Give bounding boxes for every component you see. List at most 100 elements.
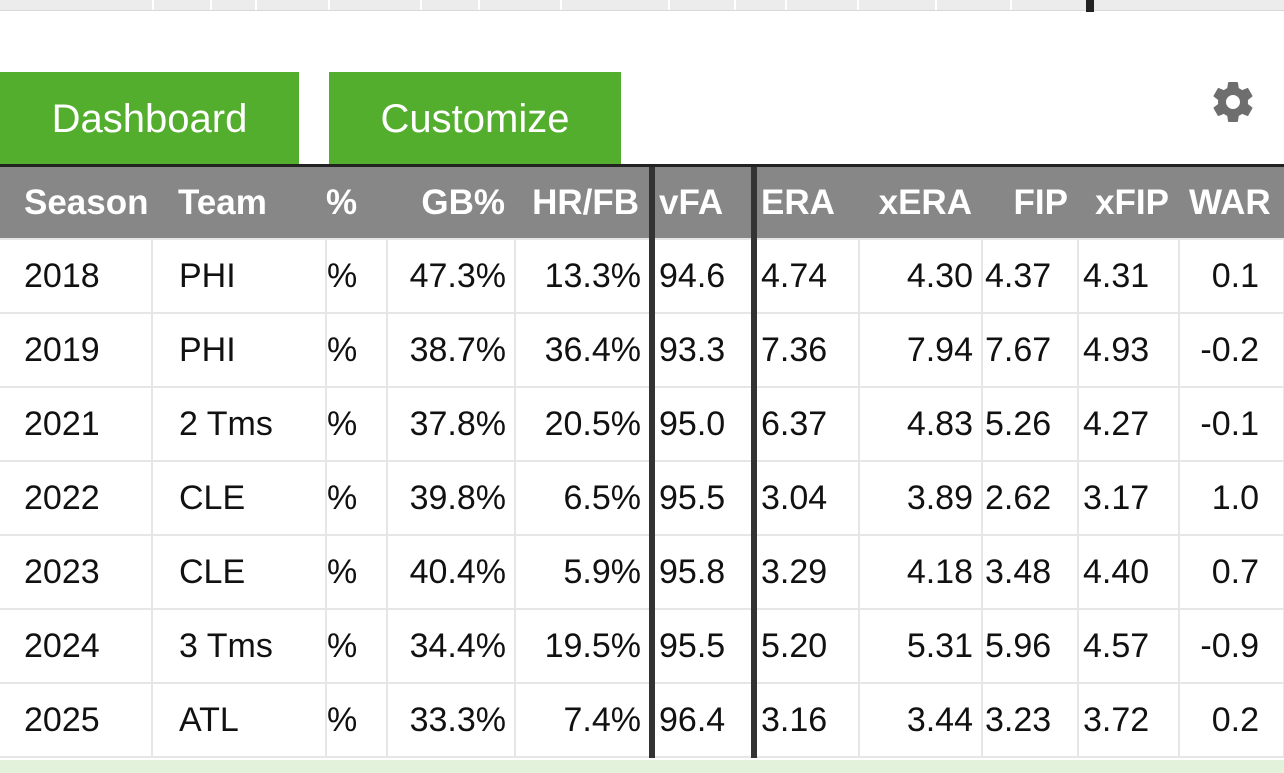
cell-season: 2021 (0, 386, 153, 462)
cell-season: 2022 (0, 460, 153, 536)
strip-divider (152, 0, 154, 10)
gear-icon[interactable] (1208, 78, 1258, 126)
cell-xfip: 4.27 (1077, 386, 1180, 462)
cell-gb-pct: 37.8% (386, 386, 516, 462)
cell-era: 6.37 (753, 386, 860, 462)
cell-fip: 3.48 (981, 534, 1079, 610)
cell-xera: 5.31 (858, 608, 983, 684)
cell-xera: 4.30 (858, 238, 983, 314)
cell-era: 7.36 (753, 312, 860, 388)
strip-divider (255, 0, 257, 10)
cell-hr-fb: 36.4% (514, 312, 655, 388)
strip-divider (935, 0, 937, 10)
cell-hr-fb: 19.5% (514, 608, 655, 684)
cell-season: 2018 (0, 238, 153, 314)
tab-underline (0, 164, 1284, 167)
cell-gb-pct: 33.3% (386, 682, 516, 758)
cell-war: -0.2 (1178, 312, 1284, 388)
table-row: 2022 CLE% 39.8% 6.5% 95.5 3.04 3.89 2.62 3.17 1.0 (0, 460, 1284, 536)
tab-customize[interactable]: Customize (329, 72, 621, 166)
cell-hr-fb: 13.3% (514, 238, 655, 314)
cell-xfip: 4.93 (1077, 312, 1180, 388)
cell-team: CLE (151, 534, 327, 610)
col-header-xera[interactable]: xERA (859, 167, 982, 239)
col-header-era[interactable]: ERA (754, 167, 859, 239)
cell-team: PHI (151, 238, 327, 314)
cell-xfip: 4.31 (1077, 238, 1180, 314)
cell-vfa: 95.0 (651, 386, 757, 462)
cell-era: 4.74 (753, 238, 860, 314)
cell-vfa: 95.5 (651, 460, 757, 536)
col-header-xfip[interactable]: xFIP (1078, 167, 1179, 239)
cell-fip: 5.26 (981, 386, 1079, 462)
col-header-hr-fb[interactable]: HR/FB (515, 167, 655, 239)
cell-hr-fb: 20.5% (514, 386, 655, 462)
cell-hr-fb: 5.9% (514, 534, 655, 610)
strip-divider (668, 0, 670, 10)
cell-vfa: 95.5 (651, 608, 757, 684)
cell-vfa: 93.3 (651, 312, 757, 388)
cell-team: 2 Tms (151, 386, 327, 462)
col-header-vfa[interactable]: vFA (652, 167, 757, 239)
cell-war: -0.9 (1178, 608, 1284, 684)
cell-team: PHI (151, 312, 327, 388)
cell-war: 1.0 (1178, 460, 1284, 536)
cell-clipped: % (325, 312, 388, 388)
cell-clipped: % (325, 460, 388, 536)
stats-table: Season Team % GB% HR/FB vFA ERA xERA FIP… (0, 167, 1284, 758)
cell-season: 2019 (0, 312, 153, 388)
cell-clipped: % (325, 386, 388, 462)
table-row: 2025 ATL% 33.3% 7.4% 96.4 3.16 3.44 3.23 3.72 0.2 (0, 682, 1284, 758)
cell-xfip: 3.72 (1077, 682, 1180, 758)
cell-era: 5.20 (753, 608, 860, 684)
cell-xera: 4.83 (858, 386, 983, 462)
cell-era: 3.29 (753, 534, 860, 610)
cell-vfa: 95.8 (651, 534, 757, 610)
cell-war: -0.1 (1178, 386, 1284, 462)
table-header-row: Season Team % GB% HR/FB vFA ERA xERA FIP… (0, 167, 1284, 239)
strip-divider (420, 0, 422, 10)
col-header-season[interactable]: Season (0, 167, 152, 239)
cell-clipped: % (325, 238, 388, 314)
strip-divider (857, 0, 859, 10)
col-header-war[interactable]: WAR (1179, 167, 1284, 239)
strip-divider (785, 0, 787, 10)
cell-war: 0.1 (1178, 238, 1284, 314)
table-row: 2024 3 Tms% 34.4% 19.5% 95.5 5.20 5.31 5.96 4.57… (0, 608, 1284, 684)
cell-gb-pct: 40.4% (386, 534, 516, 610)
col-header-team[interactable]: Team (152, 167, 326, 239)
cell-fip: 5.96 (981, 608, 1079, 684)
cell-gb-pct: 34.4% (386, 608, 516, 684)
cell-clipped: % (325, 608, 388, 684)
next-row-hint (0, 760, 1284, 773)
cell-xera: 4.18 (858, 534, 983, 610)
cell-hr-fb: 6.5% (514, 460, 655, 536)
cell-season: 2023 (0, 534, 153, 610)
cell-season: 2024 (0, 608, 153, 684)
cell-team: 3 Tms (151, 608, 327, 684)
cell-gb-pct: 39.8% (386, 460, 516, 536)
cell-xera: 3.44 (858, 682, 983, 758)
strip-divider (1010, 0, 1012, 10)
cell-fip: 2.62 (981, 460, 1079, 536)
cell-era: 3.16 (753, 682, 860, 758)
strip-divider (210, 0, 212, 10)
cell-vfa: 94.6 (651, 238, 757, 314)
table-row: 2023 CLE% 40.4% 5.9% 95.8 3.29 4.18 3.48 4.40 0.7 (0, 534, 1284, 610)
cell-clipped: % (325, 682, 388, 758)
cell-gb-pct: 47.3% (386, 238, 516, 314)
cell-fip: 3.23 (981, 682, 1079, 758)
strip-marker (1086, 0, 1094, 12)
cell-fip: 7.67 (981, 312, 1079, 388)
col-header-fip[interactable]: FIP (982, 167, 1078, 239)
tab-dashboard[interactable]: Dashboard (0, 72, 299, 166)
cell-team: ATL (151, 682, 327, 758)
table-row: 2019 PHI% 38.7% 36.4% 93.3 7.36 7.94 7.67 4.93 -0… (0, 312, 1284, 388)
col-header-gb-pct[interactable]: GB% (387, 167, 515, 239)
table-row: 2018 PHI% 47.3% 13.3% 94.6 4.74 4.30 4.37 4.31 0.… (0, 238, 1284, 314)
cell-xfip: 4.40 (1077, 534, 1180, 610)
col-header-clipped[interactable]: % (326, 167, 387, 239)
cell-xfip: 4.57 (1077, 608, 1180, 684)
cell-war: 0.7 (1178, 534, 1284, 610)
table-row: 2021 2 Tms% 37.8% 20.5% 95.0 6.37 4.83 5.26 4.27… (0, 386, 1284, 462)
